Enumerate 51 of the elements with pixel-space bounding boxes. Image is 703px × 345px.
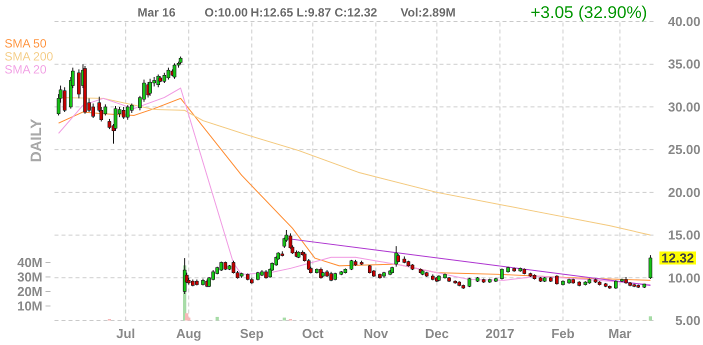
x-tick-label: 2017 bbox=[485, 326, 514, 341]
x-tick-label: Mar bbox=[608, 326, 632, 341]
y-tick-label: 40.00 bbox=[668, 14, 701, 29]
candlestick bbox=[329, 271, 333, 282]
annotation: +3.05 (32.90%) bbox=[530, 3, 648, 22]
text: Vol:2.89M bbox=[400, 6, 456, 20]
text: L:9.87 bbox=[296, 6, 332, 20]
text: C:12.32 bbox=[334, 6, 378, 20]
candlestick bbox=[166, 67, 170, 80]
candlestick bbox=[148, 78, 152, 96]
text: SMA 200 bbox=[4, 50, 54, 64]
candlestick bbox=[468, 277, 472, 288]
text: O:10.00 bbox=[204, 6, 248, 20]
annotation: 12.32 bbox=[661, 250, 694, 266]
y-tick-label: 10.00 bbox=[668, 270, 701, 286]
x-tick-label: Nov bbox=[364, 326, 389, 341]
y2-tick-label: 20M bbox=[17, 284, 43, 299]
text: SMA 20 bbox=[4, 62, 47, 76]
x-tick-label: Jul bbox=[116, 326, 136, 341]
y-tick-label: 25.00 bbox=[668, 142, 701, 158]
y2-tick-label: 10M bbox=[17, 298, 43, 314]
x-tick-label: Feb bbox=[551, 326, 575, 341]
candlestick bbox=[130, 103, 134, 114]
y2-tick-label: 30M bbox=[17, 269, 43, 284]
y-tick-label: 15.00 bbox=[668, 228, 701, 243]
x-tick-label: Aug bbox=[176, 326, 202, 341]
candlestick bbox=[91, 103, 95, 119]
text: SMA 50 bbox=[4, 36, 47, 50]
candlestick bbox=[350, 259, 354, 271]
x-tick-label: Dec bbox=[424, 326, 449, 341]
candlestick bbox=[232, 260, 236, 274]
candlestick bbox=[122, 106, 126, 120]
candlestick bbox=[219, 261, 224, 272]
text: H:12.65 bbox=[250, 6, 294, 20]
candlestick bbox=[162, 72, 166, 84]
candlestick bbox=[62, 86, 66, 113]
candlestick bbox=[555, 274, 559, 286]
x-tick-label: Sep bbox=[240, 326, 264, 341]
text: Mar 16 bbox=[138, 6, 176, 20]
text: DAILY bbox=[28, 118, 45, 162]
bar bbox=[282, 318, 286, 320]
x-tick-label: Oct bbox=[302, 326, 324, 341]
y-tick-label: 35.00 bbox=[668, 56, 701, 72]
y-tick-label: 20.00 bbox=[668, 184, 701, 200]
candlestick bbox=[126, 104, 130, 120]
y-tick-label: 5.00 bbox=[675, 313, 701, 328]
candlestick bbox=[500, 268, 504, 280]
candlestick bbox=[648, 254, 652, 280]
y2-tick-label: 40M bbox=[17, 254, 43, 270]
y-tick-label: 30.00 bbox=[668, 99, 701, 114]
bar bbox=[216, 316, 219, 320]
